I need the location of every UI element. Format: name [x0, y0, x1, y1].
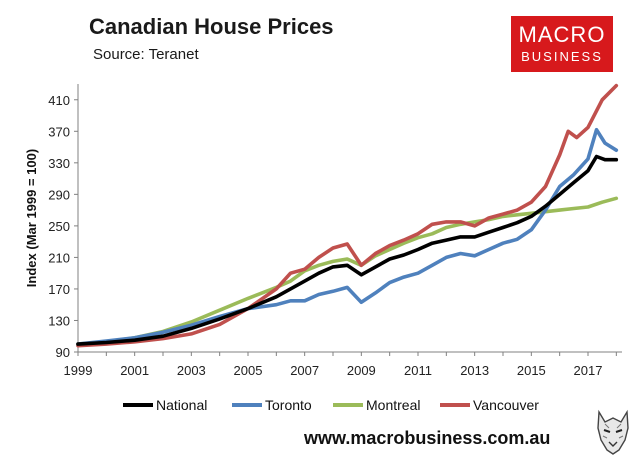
y-tick-label: 130	[48, 313, 70, 328]
y-tick-label: 410	[48, 93, 70, 108]
footer-url[interactable]: www.macrobusiness.com.au	[304, 428, 551, 448]
logo-line-2: BUSINESS	[521, 49, 603, 64]
series-line-montreal	[76, 196, 619, 346]
y-tick-label: 170	[48, 282, 70, 297]
legend-label-toronto: Toronto	[265, 397, 312, 413]
legend-label-national: National	[156, 397, 207, 413]
x-tick-label: 2005	[234, 363, 263, 378]
x-tick-label: 2003	[177, 363, 206, 378]
logo-line-1: MACRO	[518, 22, 606, 47]
x-tick-label: 2001	[120, 363, 149, 378]
x-tick-label: 2011	[404, 363, 432, 378]
legend-label-vancouver: Vancouver	[473, 397, 539, 413]
x-tick-label: 1999	[64, 363, 93, 378]
chart-title: Canadian House Prices	[89, 14, 334, 39]
series-line-national	[76, 154, 619, 346]
chart-subtitle: Source: Teranet	[93, 46, 199, 63]
macrobusiness-logo: MACRO BUSINESS	[511, 16, 613, 72]
x-tick-label: 2007	[290, 363, 319, 378]
y-tick-label: 210	[48, 250, 70, 265]
series-line-vancouver	[76, 83, 619, 348]
y-tick-label: 290	[48, 187, 70, 202]
y-tick-label: 90	[56, 345, 70, 360]
legend-label-montreal: Montreal	[366, 397, 420, 413]
x-tick-label: 2017	[574, 363, 603, 378]
wolf-mascot-icon	[597, 409, 629, 455]
x-tick-label: 2015	[517, 363, 546, 378]
y-axis-title: Index (Mar 1999 = 100)	[24, 149, 39, 287]
y-tick-label: 330	[48, 156, 70, 171]
x-tick-label: 2009	[347, 363, 376, 378]
y-tick-label: 250	[48, 219, 70, 234]
x-tick-label: 2013	[460, 363, 489, 378]
y-tick-label: 370	[48, 124, 70, 139]
series-line-toronto	[76, 127, 619, 346]
